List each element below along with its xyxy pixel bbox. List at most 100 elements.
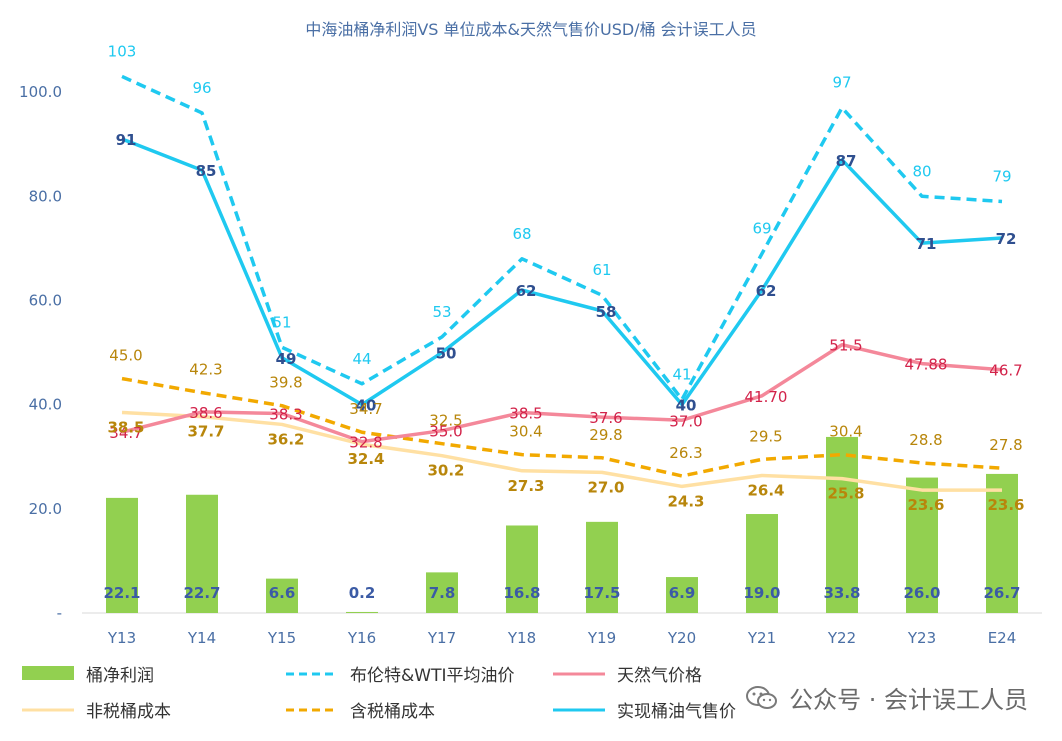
watermark: 公众号 · 会计误工人员	[745, 680, 1028, 715]
bar-data-label: 6.6	[269, 584, 296, 602]
bar-data-label: 22.1	[103, 584, 140, 602]
series-line	[121, 376, 1003, 478]
tax-cost-data-label: 34.7	[349, 400, 382, 418]
brent-data-label: 80	[912, 162, 931, 180]
tax-cost-data-label: 26.3	[669, 444, 702, 462]
legend-item-pretax-cost: 非税桶成本	[22, 696, 171, 722]
pretax-cost-data-label: 25.8	[827, 485, 864, 503]
gas-data-label: 46.7	[989, 362, 1022, 380]
legend: 桶净利润 布伦特&WTI平均油价 天然气价格 非税桶成本 含税桶成本	[0, 650, 1062, 741]
chart-title: 中海油桶净利润VS 单位成本&天然气售价USD/桶 会计误工人员	[305, 20, 757, 39]
pretax-cost-data-label: 36.2	[267, 430, 304, 448]
x-tick-label: Y20	[667, 629, 696, 647]
bar-data-label: 19.0	[743, 584, 780, 602]
bar	[666, 577, 698, 613]
light-orange-line-icon	[22, 702, 74, 716]
tax-cost-data-label: 30.4	[829, 423, 862, 441]
x-tick-label: Y21	[747, 629, 776, 647]
pretax-cost-data-label: 24.3	[667, 492, 704, 510]
pretax-cost-data-label: 23.6	[987, 496, 1024, 514]
tax-cost-data-label: 42.3	[189, 361, 222, 379]
gas-data-label: 41.70	[745, 388, 788, 406]
x-tick-label: Y19	[587, 629, 616, 647]
brent-data-label: 79	[992, 167, 1011, 185]
bar-data-label: 6.9	[669, 584, 696, 602]
realized-data-label: 62	[756, 282, 777, 300]
tax-cost-data-label: 32.5	[429, 412, 462, 430]
brent-data-label: 44	[352, 350, 371, 368]
blue-dashed-line-icon	[286, 666, 338, 680]
y-axis: - 20.0 40.0 60.0 80.0 100.0	[19, 83, 1042, 622]
brent-data-label: 103	[108, 42, 137, 60]
realized-data-label: 40	[676, 397, 697, 415]
legend-item-tax-cost: 含税桶成本	[286, 696, 435, 722]
bar	[106, 497, 138, 613]
brent-data-label: 68	[512, 225, 531, 243]
realized-data-label: 58	[596, 303, 617, 321]
legend-item-net-profit: 桶净利润	[22, 660, 154, 686]
series-line	[121, 137, 1003, 407]
realized-data-label: 72	[996, 230, 1017, 248]
bar-data-label: 16.8	[503, 584, 540, 602]
green-bar-swatch-icon	[22, 666, 74, 680]
tax-cost-data-label: 29.5	[749, 427, 782, 445]
x-tick-label: Y13	[107, 629, 136, 647]
gas-data-label: 37.0	[669, 412, 702, 430]
tax-cost-data-label: 29.8	[589, 426, 622, 444]
legend-item-realized-price: 实现桶油气售价	[553, 696, 736, 722]
series-line	[121, 410, 1002, 492]
bar-data-label: 26.0	[903, 584, 940, 602]
realized-data-label: 49	[276, 350, 297, 368]
bar	[826, 436, 858, 613]
bar-data-label: 7.8	[429, 584, 456, 602]
x-tick-label: Y23	[907, 629, 936, 647]
legend-label: 实现桶油气售价	[617, 701, 736, 722]
y-tick-label: 60.0	[29, 291, 62, 309]
tax-cost-data-label: 30.4	[509, 423, 542, 441]
realized-data-label: 87	[836, 152, 857, 170]
bar	[506, 525, 538, 613]
legend-label: 非税桶成本	[86, 701, 171, 722]
bar-data-label: 17.5	[583, 584, 620, 602]
y-tick-label: 100.0	[19, 83, 62, 101]
x-tick-label: Y18	[507, 629, 536, 647]
pretax-cost-data-label: 27.3	[507, 477, 544, 495]
pretax-cost-data-label: 37.7	[187, 423, 224, 441]
brent-data-label: 97	[832, 74, 851, 92]
y-tick-label: 20.0	[29, 500, 62, 518]
line-series	[121, 74, 1003, 492]
bar-data-label: 0.2	[349, 584, 376, 602]
blue-solid-line-icon	[553, 702, 605, 716]
bar	[586, 521, 618, 613]
gas-data-label: 35.0	[429, 423, 462, 441]
bar	[266, 578, 298, 613]
realized-data-label: 71	[916, 235, 937, 253]
pretax-cost-data-label: 32.4	[347, 450, 384, 468]
series-line	[121, 342, 1003, 444]
brent-data-label: 53	[432, 303, 451, 321]
legend-item-brent-wti: 布伦特&WTI平均油价	[286, 660, 514, 686]
x-tick-label: Y15	[267, 629, 296, 647]
bar-series	[106, 436, 1018, 613]
tax-cost-data-label: 28.8	[909, 431, 942, 449]
brent-data-label: 96	[192, 79, 211, 97]
bar	[746, 514, 778, 613]
data-labels: 22.1 22.7 6.6 0.2 7.8 16.8 17.5 6.9 19.0 33.8 26.0…	[103, 42, 1024, 602]
bar-data-label: 26.7	[983, 584, 1020, 602]
brent-data-label: 51	[272, 313, 291, 331]
pretax-cost-data-label: 38.5	[107, 418, 144, 436]
tax-cost-data-label: 45.0	[109, 347, 142, 365]
pretax-cost-data-label: 23.6	[907, 496, 944, 514]
pretax-cost-data-label: 30.2	[427, 462, 464, 480]
gas-data-label: 38.6	[189, 404, 222, 422]
brent-data-label: 41	[672, 365, 691, 383]
bar	[186, 494, 218, 613]
wechat-icon	[745, 685, 779, 711]
legend-label: 天然气价格	[617, 665, 702, 686]
legend-item-gas-price: 天然气价格	[553, 660, 702, 686]
y-tick-label: 40.0	[29, 396, 62, 414]
legend-label: 桶净利润	[86, 665, 154, 686]
watermark-text: 公众号 · 会计误工人员	[789, 686, 1028, 714]
